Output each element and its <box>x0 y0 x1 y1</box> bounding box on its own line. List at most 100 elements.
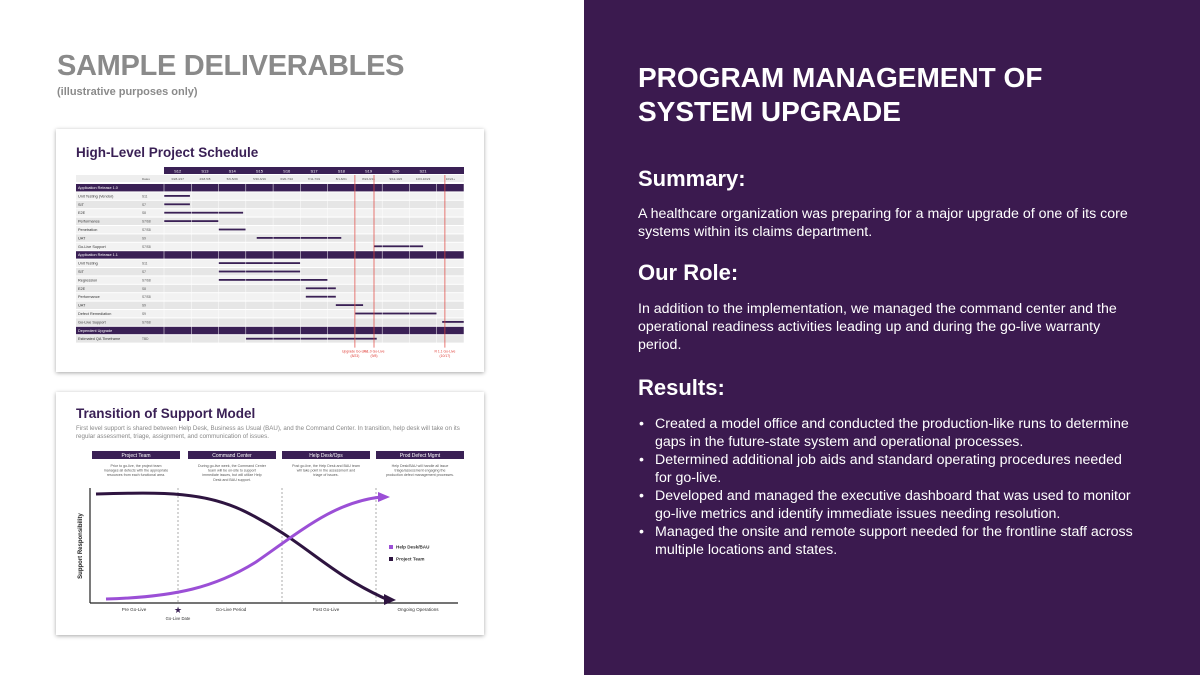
results-list: Created a model office and conducted the… <box>638 415 1138 559</box>
sprint-label: S17 <box>310 169 318 174</box>
schedule-row <box>76 318 464 326</box>
milestone-date: (9/8) <box>371 354 378 358</box>
result-item: Created a model office and conducted the… <box>638 415 1138 451</box>
date-label: 10/24+ <box>446 177 456 181</box>
task-bar <box>164 203 190 206</box>
y-axis-label: Support Responsibility <box>78 513 84 579</box>
milestone-label: R 1.1 Go-Live <box>434 350 455 354</box>
schedule-row <box>76 209 464 217</box>
phase-text: resources from each functional area. <box>107 473 165 477</box>
phase-text: During go-live week, the Command Center <box>198 464 267 468</box>
dates-row <box>76 175 464 182</box>
results-heading: Results: <box>638 375 725 400</box>
milestone-label: Upgrade Go-Live <box>342 350 368 354</box>
section-header <box>76 184 464 192</box>
phase-header <box>188 451 276 459</box>
legend-label: Project Team <box>396 557 425 562</box>
task-label: Unit Testing (Vendor) <box>78 194 114 198</box>
sprint-label: S15 <box>256 169 264 174</box>
section-header-label: Application Release 1.1 <box>78 253 118 257</box>
task-label: Estimated QA Timeframe <box>78 337 120 341</box>
task-code: S7/S8 <box>142 320 151 324</box>
task-bar <box>335 304 364 306</box>
schedule-row <box>76 217 464 225</box>
task-bar <box>305 295 336 298</box>
date-label: 9/12-10/2 <box>389 177 402 181</box>
star-icon: ★ <box>174 606 182 616</box>
phase-text: Prior to go-live, the project team <box>111 464 162 468</box>
phase-header <box>376 451 464 459</box>
task-code: S9 <box>142 304 146 308</box>
schedule-row <box>76 200 464 209</box>
task-code: S7/S8 <box>142 278 151 282</box>
date-label: Dates <box>142 177 150 181</box>
task-label: UAT <box>78 236 86 240</box>
task-bar <box>164 211 244 214</box>
phase-label: Prod Defect Mgmt <box>400 453 441 459</box>
x-axis-label: Go-Live Period <box>216 607 247 612</box>
date-label: 8/1-8/21 <box>336 177 347 181</box>
task-code: S7/S8 <box>142 295 151 299</box>
schedule-row <box>76 242 464 251</box>
legend-label: Help Desk/BAU <box>396 545 430 550</box>
phase-text: Post go-live, the Help Desk and BAU team <box>292 464 360 468</box>
task-code: S8 <box>142 211 146 215</box>
sprint-label: S13 <box>201 169 209 174</box>
task-code: S9 <box>142 236 146 240</box>
date-label: 8/22-9/11 <box>362 177 375 181</box>
task-bar <box>256 237 342 239</box>
milestone-date: (10/17) <box>440 354 451 358</box>
result-item: Determined additional job aids and stand… <box>638 451 1138 487</box>
task-label: E2E <box>78 287 86 291</box>
task-bar <box>245 337 377 340</box>
schedule-row <box>76 310 464 318</box>
phase-header <box>282 451 370 459</box>
task-label: Performance <box>78 295 100 299</box>
phase-header <box>92 451 180 459</box>
task-code: S7/S8 <box>142 228 151 232</box>
phase-text: Desk and BAU support. <box>213 478 251 482</box>
project-team-curve <box>95 491 387 601</box>
sprint-label: S21 <box>420 169 428 174</box>
task-code: TBD <box>142 337 149 341</box>
task-bar <box>305 287 336 290</box>
schedule-title: High-Level Project Schedule <box>76 145 259 160</box>
task-label: Regression <box>78 278 97 282</box>
phase-text: team will be on-site to support <box>208 469 256 473</box>
task-code: S9 <box>142 312 146 316</box>
legend-swatch <box>389 545 393 549</box>
phase-text: production defect management processes. <box>386 473 454 477</box>
milestone-label: R 1.0 Go-Live <box>364 350 385 354</box>
task-bar <box>218 228 246 231</box>
task-code: S8 <box>142 287 146 291</box>
role-heading: Our Role: <box>638 260 739 285</box>
deliverables-title: SAMPLE DELIVERABLES <box>57 50 405 82</box>
phase-text: triage/assessment engaging the <box>395 469 446 473</box>
phase-label: Project Team <box>121 453 150 459</box>
left-panel: SAMPLE DELIVERABLES (illustrative purpos… <box>0 0 584 675</box>
date-label: 10/3-10/23 <box>416 177 431 181</box>
x-axis-label: Ongoing Operations <box>397 607 439 612</box>
phase-text: Help Desk/BAU will handle all issue <box>392 464 449 468</box>
sprint-header-bar <box>164 167 464 174</box>
phase-label: Command Center <box>212 453 252 459</box>
task-label: Performance <box>78 220 100 224</box>
help-desk-curve <box>105 495 382 601</box>
summary-text: A healthcare organization was preparing … <box>638 206 1128 240</box>
result-item: Managed the onsite and remote support ne… <box>638 523 1138 559</box>
task-code: S11 <box>142 194 148 198</box>
task-bar <box>164 195 190 197</box>
support-transition-chart: Project Team Prior to go-live, the projec… <box>78 451 464 621</box>
date-label: 7/11-7/31 <box>308 177 321 181</box>
role-text: In addition to the implementation, we ma… <box>638 301 1117 353</box>
date-label: 5/9-5/29 <box>227 177 238 181</box>
section-header-label: Application Release 1.0 <box>78 186 118 190</box>
phase-text: will take point in the assessment and <box>297 469 356 473</box>
task-code: S7/S8 <box>142 220 151 224</box>
sprint-label: S20 <box>392 169 400 174</box>
schedule-row <box>76 301 464 309</box>
legend-swatch <box>389 557 393 561</box>
phase-text: immediate issues, but will utilize Help <box>202 473 261 477</box>
task-bar <box>442 321 464 323</box>
task-label: SIT <box>78 270 85 274</box>
